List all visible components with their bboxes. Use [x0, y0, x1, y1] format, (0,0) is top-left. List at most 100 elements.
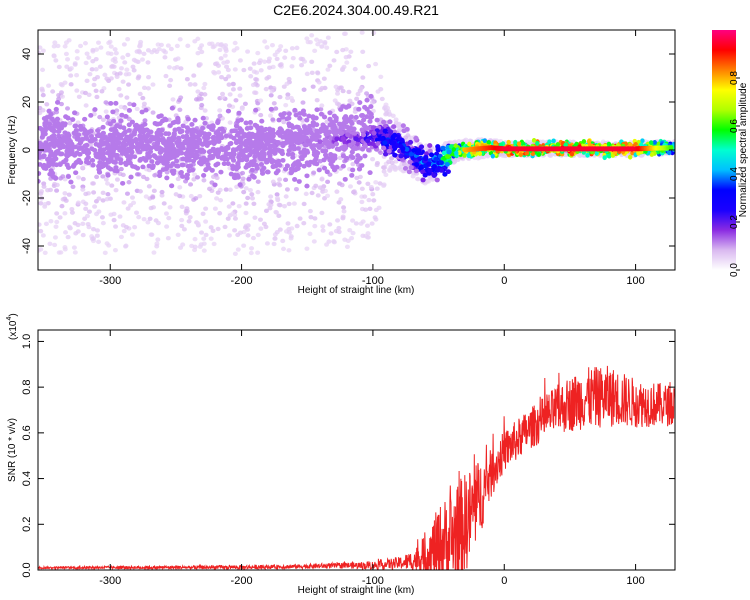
heatmap-cell — [427, 148, 433, 154]
heatmap-cell — [309, 190, 315, 196]
colorbar-tick-label: 0.2 — [729, 215, 740, 229]
heatmap-cell — [97, 147, 103, 153]
heatmap-cell — [288, 170, 294, 176]
heatmap-cell — [98, 45, 104, 50]
heatmap-cell — [350, 161, 356, 167]
heatmap-cell — [337, 121, 343, 127]
heatmap-cell — [232, 251, 238, 257]
heatmap-cell — [235, 174, 241, 180]
heatmap-cell — [95, 128, 101, 134]
heatmap-cell — [407, 159, 413, 165]
heatmap-cell — [138, 39, 144, 45]
heatmap-cell — [237, 144, 243, 150]
heatmap-cell — [302, 125, 308, 131]
heatmap-cell — [280, 114, 286, 120]
heatmap-cell — [123, 224, 129, 230]
heatmap-cell — [355, 91, 361, 97]
heatmap-cell — [274, 49, 280, 55]
heatmap-cell — [288, 95, 294, 101]
heatmap-cell — [88, 138, 94, 143]
heatmap-cell — [129, 232, 135, 237]
heatmap-cell — [74, 73, 80, 78]
heatmap-cell — [364, 223, 370, 228]
heatmap-cell — [428, 152, 435, 158]
heatmap-cell — [186, 219, 192, 224]
heatmap-cell — [243, 210, 249, 216]
heatmap-cell — [455, 157, 461, 162]
heatmap-cell — [304, 183, 310, 189]
heatmap-cell — [240, 170, 246, 176]
heatmap-cell — [202, 120, 208, 126]
heatmap-cell — [75, 120, 81, 125]
heatmap-cell — [232, 40, 238, 46]
heatmap-cell — [84, 213, 90, 219]
heatmap-cell — [157, 169, 163, 175]
heatmap-cell — [409, 151, 415, 157]
heatmap-cell — [321, 165, 328, 171]
heatmap-cell — [301, 221, 307, 226]
heatmap-cell — [184, 133, 190, 139]
heatmap-cell — [271, 101, 277, 106]
heatmap-cell — [336, 225, 342, 231]
heatmap-cell — [168, 77, 174, 83]
heatmap-cell — [96, 239, 102, 245]
heatmap-cell — [235, 247, 241, 252]
heatmap-cell — [334, 101, 340, 106]
heatmap-cell — [368, 93, 374, 99]
heatmap-cell — [203, 206, 209, 211]
heatmap-cell — [364, 91, 370, 96]
heatmap-cell — [223, 133, 229, 139]
heatmap-cell — [312, 216, 318, 221]
heatmap-cell — [103, 109, 109, 114]
heatmap-cell — [237, 153, 243, 158]
heatmap-cell — [96, 169, 103, 175]
heatmap-cell — [311, 158, 318, 164]
heatmap-cell — [266, 202, 272, 207]
heatmap-cell — [175, 163, 181, 169]
heatmap-cell — [456, 139, 462, 144]
heatmap-cell — [274, 192, 280, 197]
heatmap-cell — [320, 224, 326, 229]
heatmap-cell — [105, 181, 111, 186]
heatmap-cell — [319, 85, 325, 91]
heatmap-cell — [536, 152, 542, 157]
heatmap-cell — [50, 89, 56, 94]
heatmap-cell — [120, 142, 126, 147]
heatmap-cell — [217, 133, 223, 139]
heatmap-cell — [347, 184, 353, 189]
heatmap-cell — [265, 169, 271, 175]
snr-series-line — [38, 365, 675, 570]
heatmap-cell — [121, 42, 127, 47]
heatmap-cell — [251, 201, 257, 207]
heatmap-cell — [83, 136, 90, 141]
heatmap-cell — [116, 86, 122, 92]
heatmap-cell — [383, 172, 389, 178]
heatmap-cell — [311, 170, 317, 175]
heatmap-cell — [353, 136, 359, 142]
heatmap-cell — [143, 139, 150, 144]
heatmap-cell — [269, 43, 275, 48]
heatmap-cell — [375, 141, 381, 146]
heatmap-cell — [356, 106, 362, 112]
heatmap-cell — [110, 63, 116, 69]
heatmap-cell — [327, 110, 333, 116]
heatmap-cell — [261, 152, 267, 158]
heatmap-cell — [403, 135, 409, 140]
heatmap-cell — [101, 135, 107, 141]
heatmap-cell — [175, 176, 181, 182]
heatmap-cell — [75, 200, 81, 205]
heatmap-cell — [506, 139, 511, 145]
heatmap-cell — [320, 228, 326, 233]
heatmap-cell — [154, 160, 161, 166]
heatmap-cell — [288, 236, 294, 241]
heatmap-cell — [42, 122, 48, 128]
heatmap-cell — [64, 64, 70, 69]
heatmap-cell — [277, 177, 283, 182]
heatmap-cell — [444, 153, 451, 159]
heatmap-cell — [151, 250, 157, 255]
heatmap-cell — [197, 244, 203, 249]
heatmap-cell — [246, 176, 252, 182]
heatmap-cell — [438, 167, 445, 173]
heatmap-cell — [118, 166, 124, 172]
heatmap-cell — [301, 201, 307, 207]
